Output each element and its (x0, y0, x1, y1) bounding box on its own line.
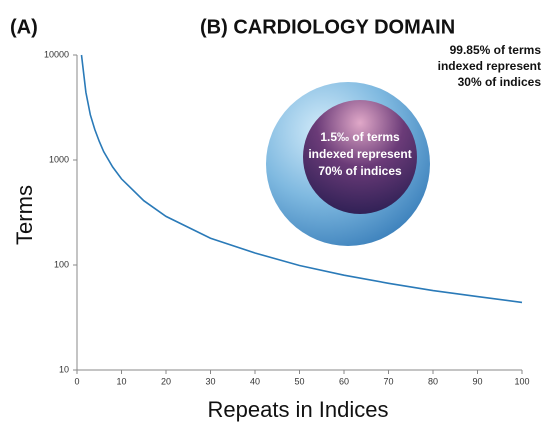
y-tick-label: 100 (54, 259, 69, 269)
x-tick-label: 20 (161, 376, 171, 386)
x-axis-label: Repeats in Indices (208, 397, 389, 422)
x-tick-label: 60 (339, 376, 349, 386)
x-tick-label: 0 (74, 376, 79, 386)
x-tick-label: 40 (250, 376, 260, 386)
x-tick-label: 50 (294, 376, 304, 386)
annotation-inner: 70% of indices (318, 164, 402, 178)
x-tick-label: 70 (383, 376, 393, 386)
y-axis-label: Terms (12, 185, 37, 245)
annotation-outer: 99.85% of terms (450, 43, 542, 57)
annotation-outer: indexed represent (438, 59, 541, 73)
x-tick-label: 30 (205, 376, 215, 386)
y-tick-label: 1000 (49, 154, 69, 164)
x-tick-label: 80 (428, 376, 438, 386)
x-tick-label: 100 (514, 376, 529, 386)
panel-label: (A) (10, 16, 38, 38)
y-tick-label: 10 (59, 364, 69, 374)
x-tick-label: 90 (472, 376, 482, 386)
x-tick-label: 10 (116, 376, 126, 386)
annotation-inner: 1.5‰ of terms (320, 130, 400, 144)
chart: (A) (B) CARDIOLOGY DOMAIN Terms Repeats … (0, 0, 547, 424)
annotation-inner: indexed represent (308, 147, 411, 161)
y-tick-label: 10000 (44, 49, 69, 59)
annotation-outer: 30% of indices (458, 75, 542, 89)
chart-title: (B) CARDIOLOGY DOMAIN (200, 16, 455, 38)
